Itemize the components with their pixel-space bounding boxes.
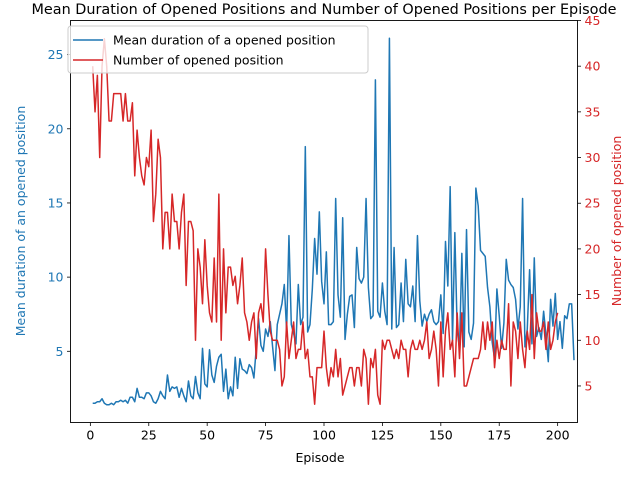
x-tick-label: 100	[312, 428, 336, 443]
right-y-tick-label: 45	[585, 13, 601, 28]
right-y-tick-label: 5	[585, 378, 593, 393]
left-y-tick-label: 20	[48, 121, 64, 136]
legend-label-duration: Mean duration of a opened position	[113, 33, 336, 48]
left-y-axis-label: Mean duration of an opened position	[13, 106, 28, 337]
legend-frame	[67, 25, 369, 74]
right-y-tick-label: 10	[585, 333, 601, 348]
x-axis: 0 25 50 75 100 125 150 175 200	[86, 422, 570, 443]
chart-title: Mean Duration of Opened Positions and Nu…	[32, 2, 617, 18]
left-y-axis: 5 10 15 20 25	[48, 47, 71, 359]
series-layer	[91, 37, 575, 406]
left-y-tick-label: 25	[48, 47, 64, 62]
x-tick-label: 175	[487, 428, 511, 443]
left-y-tick-label: 5	[56, 344, 64, 359]
x-tick-label: 200	[546, 428, 570, 443]
x-tick-label: 50	[199, 428, 215, 443]
right-y-tick-label: 35	[585, 104, 601, 119]
right-y-tick-label: 40	[585, 59, 601, 74]
right-y-axis-label: Number of opened position	[609, 136, 624, 307]
legend-label-count: Number of opened position	[113, 53, 284, 68]
right-y-tick-label: 20	[585, 241, 601, 256]
right-y-tick-label: 25	[585, 196, 601, 211]
x-tick-label: 125	[370, 428, 394, 443]
x-tick-label: 25	[141, 428, 157, 443]
x-axis-label: Episode	[295, 450, 344, 465]
plot-frame	[70, 20, 578, 423]
left-y-tick-label: 10	[48, 270, 64, 285]
left-y-tick-label: 15	[48, 195, 64, 210]
right-y-axis: 5 10 15 20 25 30 35 40 45	[577, 13, 601, 393]
x-tick-label: 75	[258, 428, 274, 443]
x-tick-label: 150	[429, 428, 453, 443]
x-tick-label: 0	[86, 428, 94, 443]
legend: Mean duration of a opened position Numbe…	[67, 25, 369, 74]
series-line-1	[91, 38, 559, 405]
right-y-tick-label: 30	[585, 150, 601, 165]
right-y-tick-label: 15	[585, 287, 601, 302]
